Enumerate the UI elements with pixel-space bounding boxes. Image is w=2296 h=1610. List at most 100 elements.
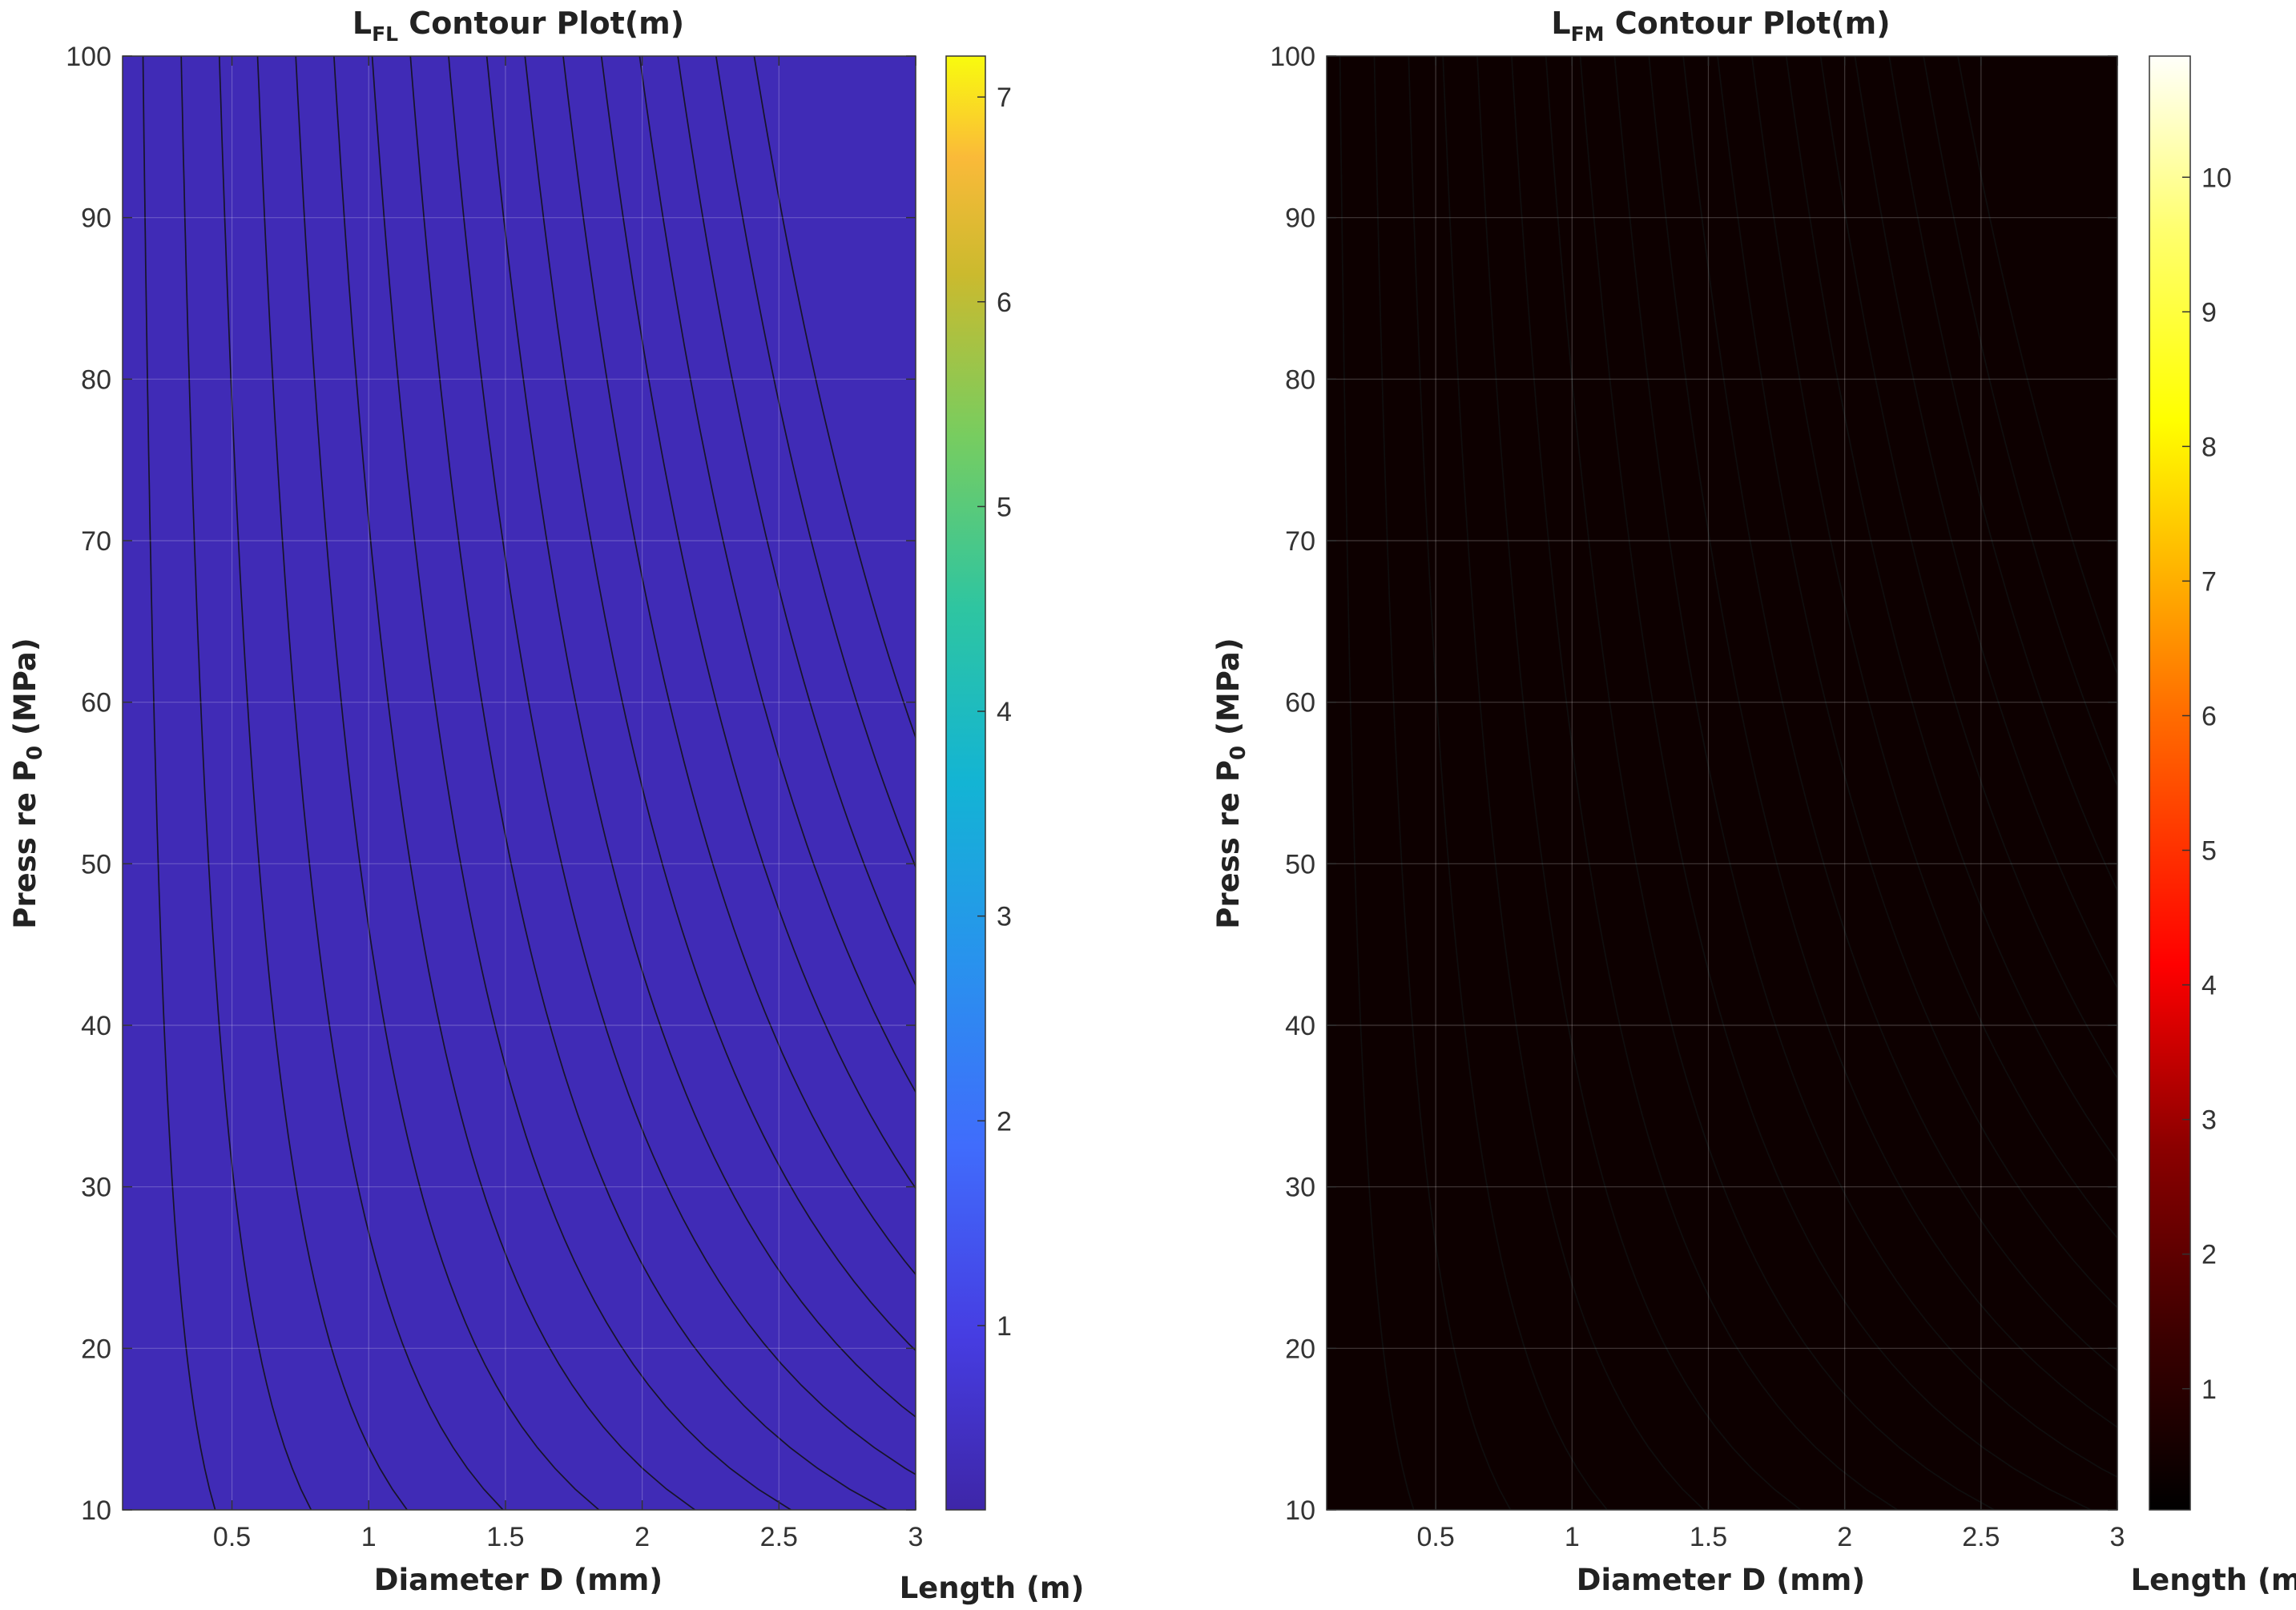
- x-tick-label: 1: [361, 1522, 377, 1552]
- y-tick-label: 10: [1285, 1495, 1315, 1526]
- lfl-colorbar: 1 2 3 4 5 6 7: [945, 55, 1012, 1511]
- y-tick-label: 40: [1285, 1011, 1315, 1041]
- contour-lines: [142, 56, 916, 1510]
- y-tick-label: 60: [1285, 688, 1315, 718]
- lfm-chart-title: LFM Contour Plot(m): [1551, 6, 1890, 46]
- contour-line: [524, 56, 916, 1352]
- contour-fills: [123, 56, 916, 1510]
- lfm-contour-panel: LFM Contour Plot(m) 0.5 1 1.5 2 2.5 3 10 20 30 40…: [1211, 6, 2296, 1597]
- contour-line: [371, 56, 792, 1510]
- y-tick-label: 100: [1270, 42, 1315, 72]
- contour-line: [295, 56, 600, 1510]
- lfm-y-axis-label: Press re P0 (MPa): [1211, 638, 1251, 928]
- x-tick-label: 0.5: [1417, 1522, 1455, 1552]
- lfl-x-axis-label: Diameter D (mm): [374, 1563, 663, 1597]
- contour-line: [1476, 56, 1802, 1510]
- y-tick-label: 50: [81, 849, 111, 879]
- colorbar-tick-label: 8: [2201, 432, 2217, 462]
- colorbar-tick-label: 9: [2201, 297, 2217, 328]
- y-tick-label: 90: [1285, 203, 1315, 234]
- contour-line: [256, 56, 504, 1510]
- contour-line: [1682, 56, 2117, 1372]
- x-tick-label: 1.5: [1690, 1522, 1727, 1552]
- x-tick-label: 0.5: [213, 1522, 251, 1552]
- lfm-x-axis-label: Diameter D (mm): [1577, 1563, 1865, 1597]
- lfm-plot-area: 0.5 1 1.5 2 2.5 3 10 20 30 40 50 60 70 80 90 100: [1270, 42, 2125, 1552]
- contour-line: [1785, 56, 2117, 1163]
- colorbar-tick-label: 6: [997, 288, 1012, 318]
- contour-line: [448, 56, 916, 1475]
- colorbar-tick-label: 7: [997, 83, 1012, 113]
- colorbar-tick-label: 4: [2201, 971, 2217, 1001]
- grid: [1327, 55, 2118, 1511]
- axis-ticks: 0.5 1 1.5 2 2.5 3 10 20 30 40 50 60 70 80 90 100: [66, 42, 923, 1552]
- colorbar-tick-label: 2: [2201, 1240, 2217, 1270]
- y-tick-label: 50: [1285, 849, 1315, 879]
- y-tick-label: 70: [81, 526, 111, 557]
- contour-line: [1511, 56, 1898, 1510]
- lfl-contour-panel: LFL Contour Plot(m) 0.5 1 1.5 2 2.5 310203040…: [8, 6, 1085, 1605]
- colorbar-tick-label: 6: [2201, 701, 2217, 731]
- x-tick-label: 2.5: [1962, 1522, 2000, 1552]
- colorbar-gradient: [2149, 55, 2191, 1511]
- y-tick-label: 80: [1285, 364, 1315, 395]
- contour-line: [1717, 56, 2117, 1309]
- y-tick-label: 40: [81, 1011, 111, 1041]
- plot-frame: [122, 55, 916, 1511]
- contour-band: [123, 56, 916, 1510]
- contour-line: [218, 56, 408, 1510]
- x-tick-label: 1: [1565, 1522, 1580, 1552]
- contour-line: [1819, 56, 2117, 1080]
- contour-line: [409, 56, 888, 1510]
- colorbar-tick-label: 1: [997, 1311, 1012, 1342]
- y-tick-label: 30: [81, 1173, 111, 1203]
- y-tick-label: 30: [1285, 1173, 1315, 1203]
- contour-line: [485, 56, 916, 1419]
- x-tick-label: 2: [634, 1522, 650, 1552]
- colorbar-tick-label: 4: [997, 697, 1012, 727]
- x-tick-label: 2: [1837, 1522, 1852, 1552]
- x-tick-label: 3: [2110, 1522, 2125, 1552]
- contour-line: [1613, 56, 2117, 1478]
- y-tick-label: 90: [81, 203, 111, 234]
- lfm-colorbar-label: Length (m): [2131, 1563, 2296, 1597]
- contour-line: [333, 56, 696, 1510]
- colorbar-tick-label: 3: [997, 902, 1012, 932]
- y-tick-label: 100: [66, 42, 111, 72]
- contour-line: [562, 56, 916, 1276]
- contour-line: [1545, 56, 1995, 1510]
- colorbar-gradient: [945, 55, 986, 1511]
- contour-fills: [1327, 56, 2117, 1510]
- y-tick-label: 80: [81, 364, 111, 395]
- contour-line: [1408, 56, 1608, 1510]
- contour-line: [1854, 56, 2117, 990]
- y-tick-label: 20: [81, 1334, 111, 1364]
- lfl-chart-title: LFL Contour Plot(m): [352, 6, 684, 46]
- lfm-colorbar: 1 2 3 4 5 6 7 8 9 10: [2149, 55, 2232, 1511]
- contour-line: [1648, 56, 2117, 1428]
- contour-line: [1750, 56, 2117, 1239]
- x-tick-label: 3: [908, 1522, 924, 1552]
- colorbar-tick-label: 5: [2201, 836, 2217, 867]
- colorbar-tick-label: 1: [2201, 1375, 2217, 1405]
- lfl-colorbar-label: Length (m): [900, 1571, 1085, 1605]
- contour-lines: [1339, 56, 2117, 1510]
- colorbar-tick-label: 5: [997, 492, 1012, 522]
- colorbar-tick-label: 10: [2201, 163, 2232, 193]
- colorbar-tick-label: 7: [2201, 566, 2217, 597]
- colorbar-tick-label: 2: [997, 1106, 1012, 1137]
- contour-line: [1957, 56, 2117, 676]
- y-tick-label: 20: [1285, 1334, 1315, 1364]
- y-tick-label: 60: [81, 688, 111, 718]
- contour-line: [1373, 56, 1512, 1510]
- contour-band: [1327, 56, 2117, 1510]
- x-tick-label: 2.5: [760, 1522, 798, 1552]
- contour-line: [753, 56, 916, 740]
- contour-line: [638, 56, 916, 1094]
- contour-line: [180, 56, 312, 1510]
- axis-ticks: 0.5 1 1.5 2 2.5 3 10 20 30 40 50 60 70 80 90 100: [1270, 42, 2125, 1552]
- colorbar-tick-label: 3: [2201, 1105, 2217, 1136]
- contour-line: [1888, 56, 2117, 892]
- contour-line: [600, 56, 916, 1190]
- contour-line: [1442, 56, 1705, 1510]
